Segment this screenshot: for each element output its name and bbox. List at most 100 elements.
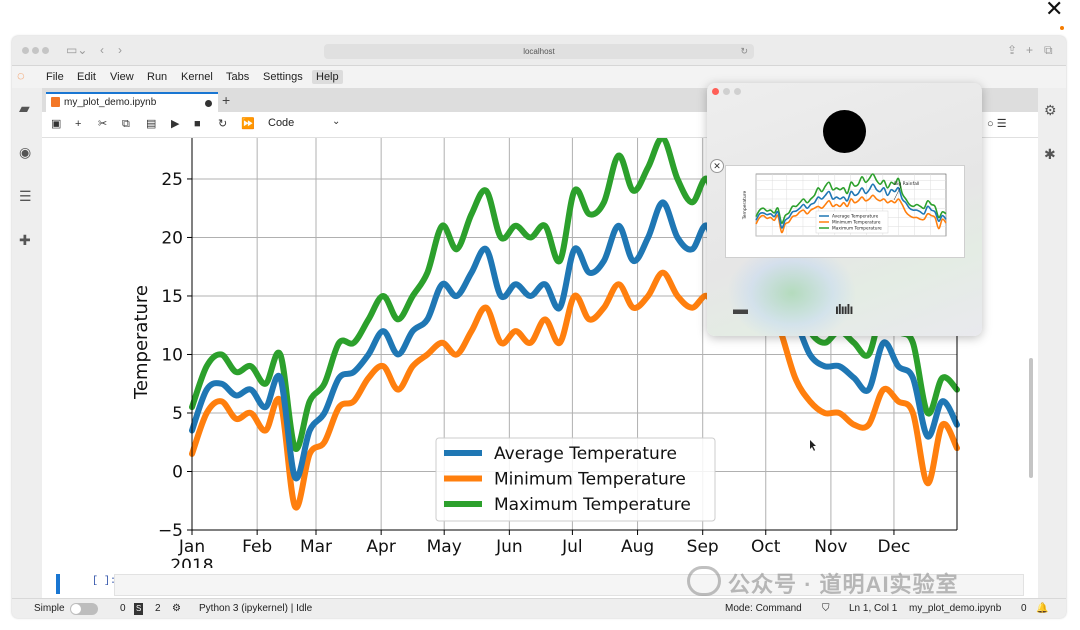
reload-icon[interactable]: ↻ (740, 46, 748, 56)
thumb-series-line (755, 183, 947, 229)
tab-notebook[interactable]: my_plot_demo.ipynb (46, 92, 218, 112)
stop-circle-icon[interactable]: ◉ (19, 144, 32, 160)
series-line-minimum-temperature (189, 269, 960, 511)
thumb-legend-label: Minimum Temperature (832, 220, 881, 226)
terminal-count: 0 (120, 603, 126, 614)
x-tick-label: Jun (495, 537, 523, 557)
new-launcher-button[interactable]: + (222, 92, 231, 108)
kernel-icon: ⚙ (172, 603, 181, 614)
cut-icon[interactable]: ✂ (98, 118, 108, 130)
close-icon[interactable]: ✕ (1045, 0, 1064, 21)
status-bar: Simple 0 S 2 ⚙ Python 3 (ipykernel) | Id… (12, 598, 1066, 618)
right-sidebar: ⚙ ✱ (1038, 88, 1066, 598)
temperature-chart: −5 0 5 10 15 20 25 Jan Feb Mar Apr May Jun Jul Aug Sep O… (131, 138, 960, 568)
wechat-logo-icon (687, 566, 721, 596)
menu-kernel[interactable]: Kernel (181, 71, 213, 83)
x-tick-label: Mar (300, 537, 332, 557)
avatar (823, 110, 866, 153)
thumb-series-line (755, 194, 947, 234)
plus-icon[interactable]: + (75, 118, 82, 130)
simple-mode-label: Simple (34, 603, 65, 614)
x-tick-label: May (427, 537, 462, 557)
series-line-average-temperature (189, 199, 960, 482)
paste-icon[interactable]: ▤ (146, 118, 157, 130)
sidebar-toggle-icon[interactable]: ▭⌄ (66, 43, 88, 57)
legend-label: Minimum Temperature (494, 470, 686, 490)
file-name: my_plot_demo.ipynb (909, 603, 1002, 614)
notebook-panel: −5 0 5 10 15 20 25 Jan Feb Mar Apr May Jun Jul Aug Sep O… (42, 138, 1038, 598)
unsaved-dot-icon[interactable] (205, 100, 212, 107)
thumb-legend-label: Maximum Temperature (832, 226, 882, 232)
forward-icon[interactable]: › (118, 43, 122, 57)
screen-thumbnail[interactable]: Big Rainfall Average Temperature Minimum T… (725, 165, 965, 258)
copy-icon[interactable]: ⧉ (122, 118, 130, 130)
kernel-status-icon: ○ ☰ (987, 118, 1007, 130)
chart-series (189, 138, 960, 511)
menu-tabs[interactable]: Tabs (226, 71, 250, 83)
puzzle-icon[interactable]: ✚ (19, 232, 31, 248)
gear-icon[interactable]: ⚙ (1044, 102, 1057, 118)
y-tick-label: 25 (161, 170, 183, 190)
cursor-position[interactable]: Ln 1, Col 1 (849, 603, 898, 614)
chart-ticks: −5 0 5 10 15 20 25 Jan Feb Mar Apr May Jun Jul Aug Sep O… (158, 170, 910, 568)
window-zoom-button[interactable] (42, 47, 49, 54)
run-icon[interactable]: ▶ (171, 118, 180, 130)
menu-view[interactable]: View (110, 71, 134, 83)
menu-edit[interactable]: Edit (77, 71, 96, 83)
window-close-button[interactable] (22, 47, 29, 54)
x-tick-label: Apr (366, 537, 395, 557)
y-tick-label: −5 (158, 521, 183, 541)
save-icon[interactable]: ▣ (51, 118, 62, 130)
kernel-status[interactable]: Python 3 (ipykernel) | Idle (199, 603, 313, 614)
popup-close-button[interactable] (712, 88, 719, 95)
tab-overview-icon[interactable]: ⧉ (1044, 43, 1053, 57)
cell-prompt: [ ]: (92, 576, 117, 587)
list-icon[interactable]: ☰ (19, 188, 32, 204)
cell-type-select[interactable]: Code (268, 117, 295, 129)
stop-icon[interactable]: ■ (194, 118, 201, 130)
fast-forward-icon[interactable]: ⏩ (241, 118, 255, 130)
waveform-icon[interactable]: ılıılı (835, 301, 853, 317)
popup-zoom-button[interactable] (734, 88, 741, 95)
thumbnail-close-icon[interactable]: ✕ (710, 159, 724, 173)
thumb-legend-box (815, 210, 889, 234)
menu-settings[interactable]: Settings (263, 71, 303, 83)
jupyter-logo-icon: ◌ (17, 68, 25, 83)
series-line-maximum-temperature (189, 138, 960, 452)
scrollbar[interactable] (1029, 358, 1033, 478)
x-tick-label: Sep (687, 537, 719, 557)
terminal-icon: S (134, 603, 144, 615)
watermark-text: 公众号 · 道明AI实验室 (728, 572, 959, 597)
simple-mode-toggle[interactable] (70, 603, 98, 615)
left-sidebar: ▰ ◉ ☰ ✚ (12, 88, 42, 598)
thumb-series-line (755, 173, 947, 224)
code-cell-input[interactable] (114, 574, 1024, 596)
active-cell-marker (56, 574, 60, 594)
restart-icon[interactable]: ↻ (218, 118, 228, 130)
chevron-down-icon[interactable]: ⌄ (332, 116, 341, 127)
y-tick-label: 5 (172, 404, 183, 424)
x-tick-label: Jul (561, 537, 583, 557)
shield-icon: ⛉ (822, 603, 830, 614)
menu-file[interactable]: File (46, 71, 64, 83)
bug-icon[interactable]: ✱ (1044, 146, 1056, 162)
x-tick-label: Nov (814, 537, 847, 557)
popup-glow (727, 243, 857, 336)
folder-icon[interactable]: ▰ (19, 100, 30, 116)
back-icon[interactable]: ‹ (100, 43, 104, 57)
bell-icon[interactable]: 🔔 (1036, 603, 1049, 614)
y-tick-label: 10 (161, 345, 183, 365)
popup-minimize-button[interactable] (723, 88, 730, 95)
menu-run[interactable]: Run (147, 71, 168, 83)
share-icon[interactable]: ⇪ (1007, 43, 1018, 57)
screen-icon[interactable]: ▬ (733, 301, 748, 318)
window-minimize-button[interactable] (32, 47, 39, 54)
address-bar[interactable]: localhost ↻ (324, 44, 754, 59)
screen-share-popup: Big Rainfall Average Temperature Minimum T… (707, 83, 982, 336)
menu-help[interactable]: Help (312, 70, 343, 84)
thumb-annotation-arrow (893, 185, 902, 201)
new-tab-icon[interactable]: + (1026, 43, 1034, 57)
kernel-status-symbol: ○ (987, 118, 994, 130)
